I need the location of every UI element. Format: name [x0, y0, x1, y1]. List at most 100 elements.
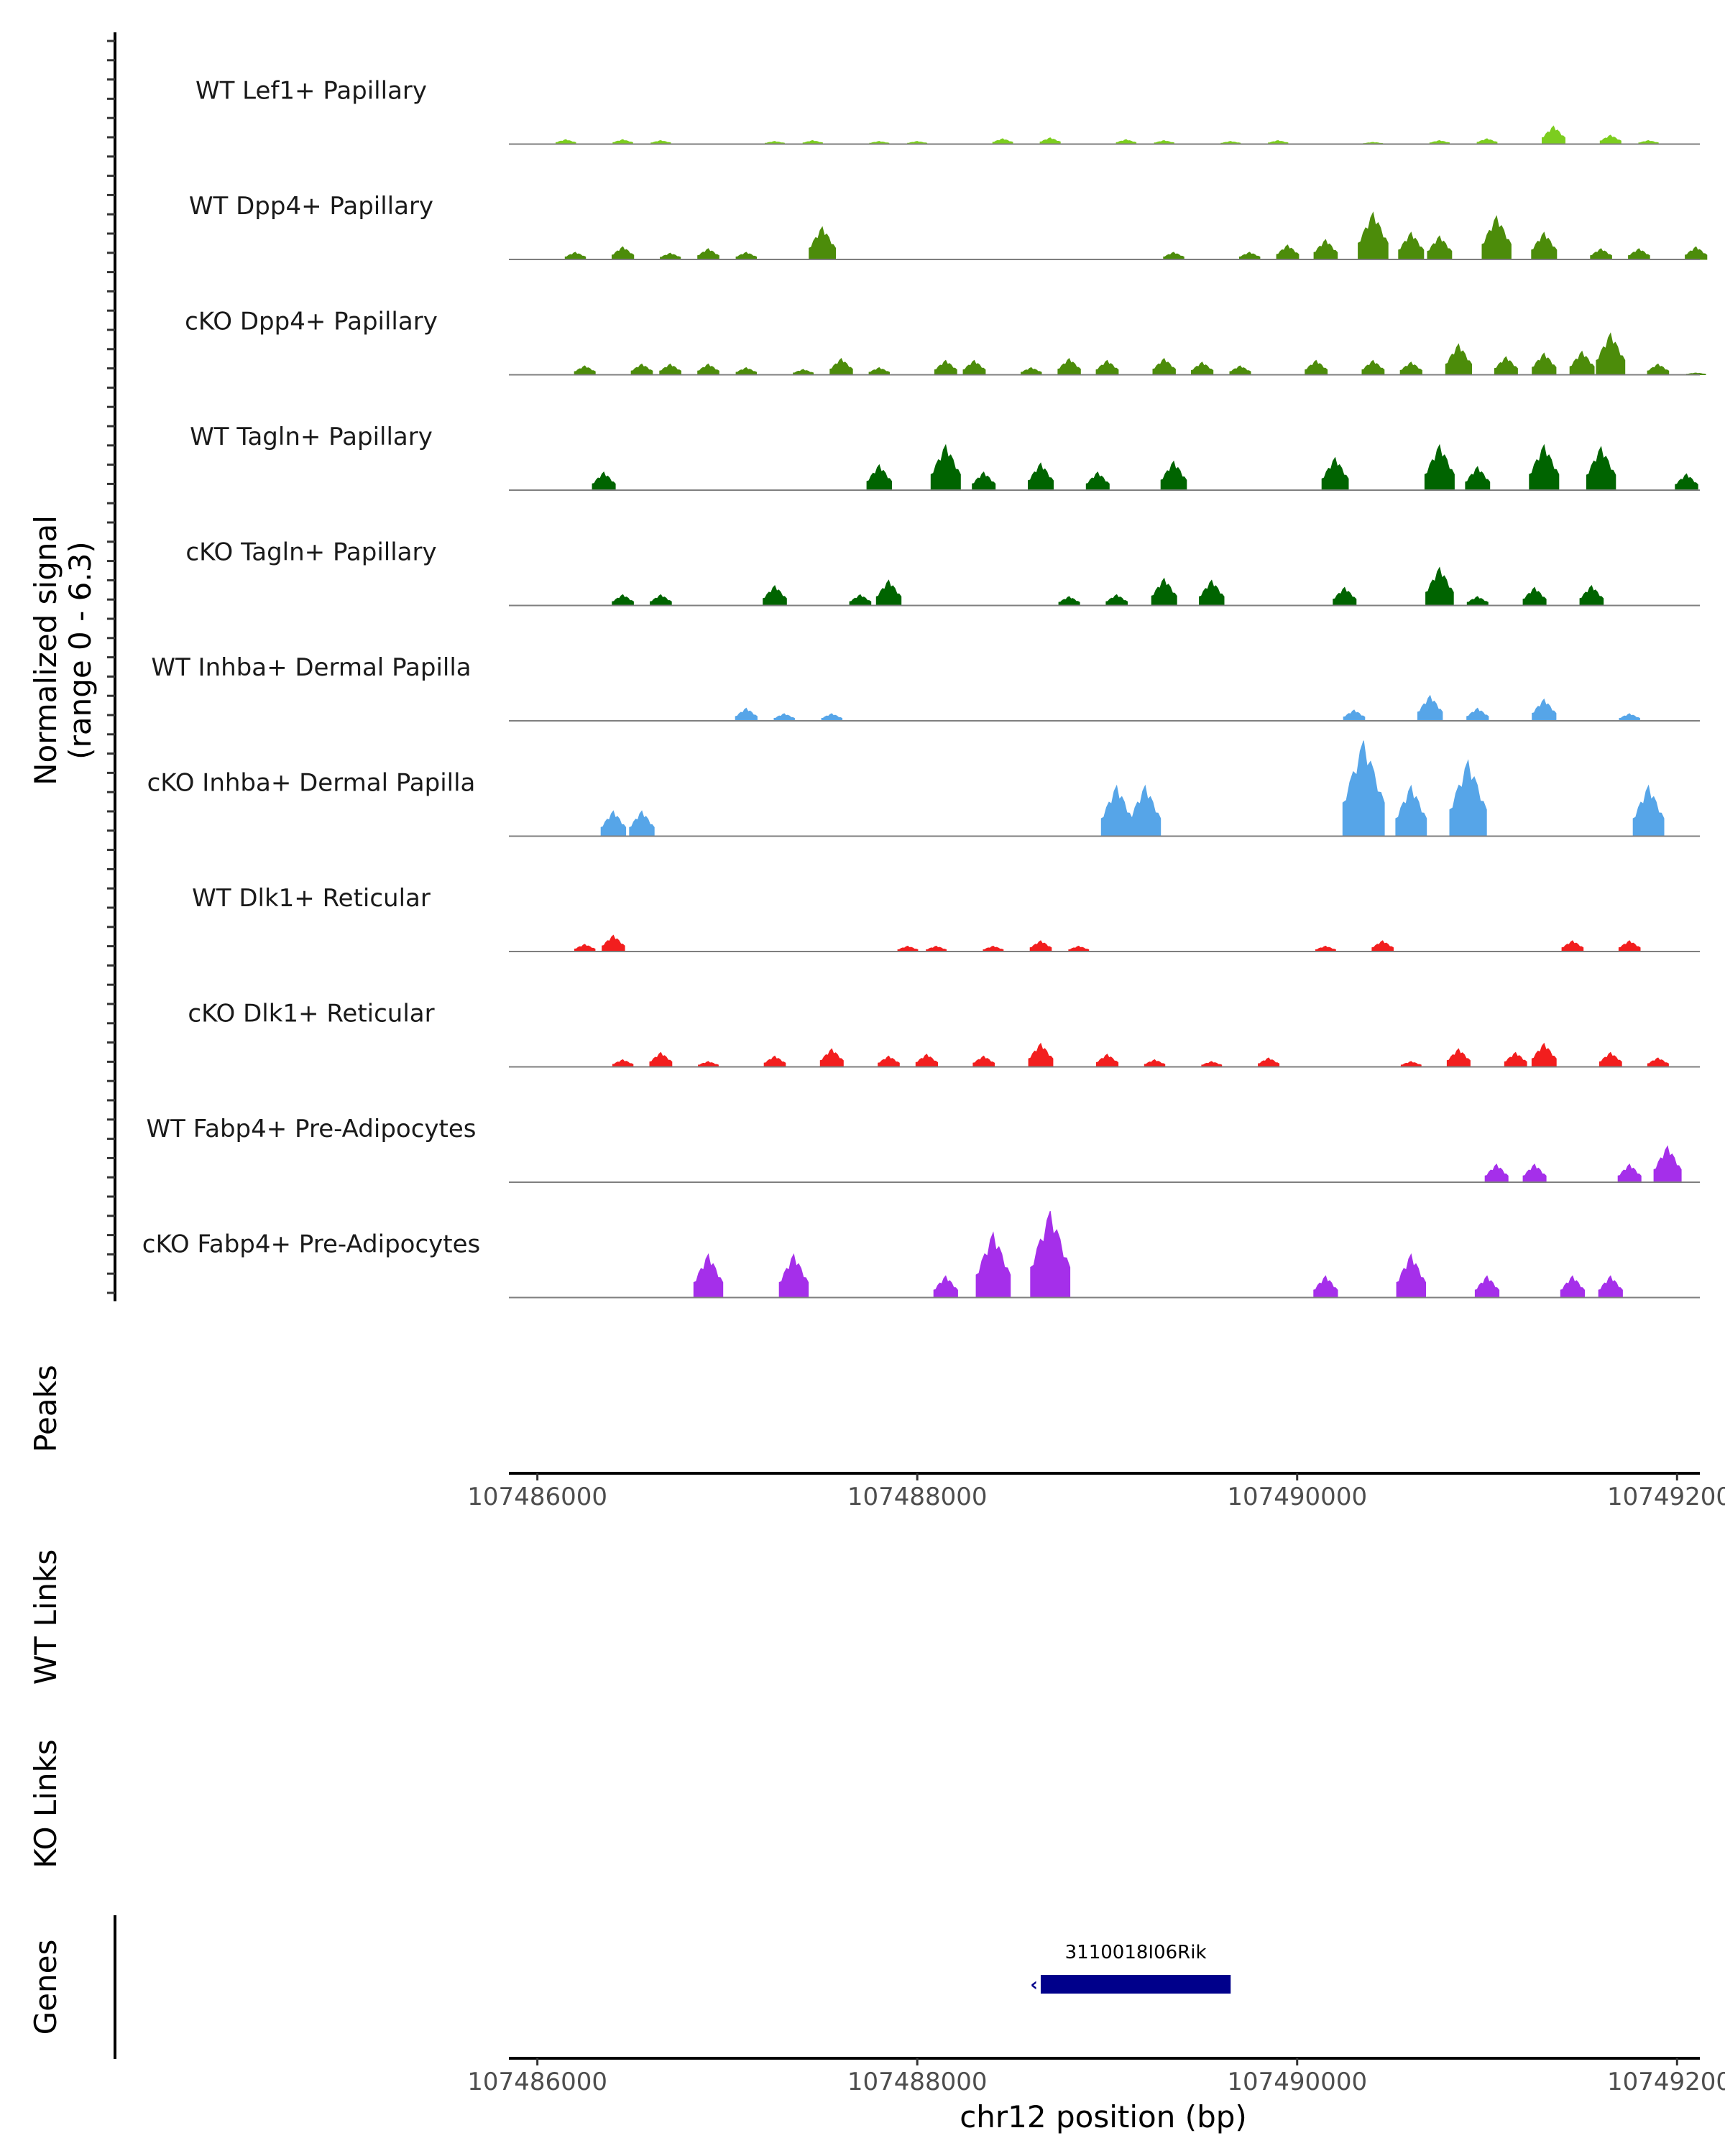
track-cko-fabp4-pre-adipocytes: cKO Fabp4+ Pre-Adipocytes	[142, 1210, 1700, 1299]
coverage-peak	[1424, 443, 1455, 491]
coverage-peak	[933, 1275, 958, 1298]
coverage-peak	[1191, 361, 1214, 375]
track-label: WT Tagln+ Papillary	[190, 423, 433, 451]
coverage-peak	[1586, 446, 1616, 491]
coverage-peak	[1618, 940, 1641, 952]
track-wt-dlk1-reticular: WT Dlk1+ Reticular	[192, 884, 1700, 952]
coverage-peak	[1529, 443, 1560, 491]
ko-links-track-label: KO Links	[28, 1739, 63, 1869]
signal-y-axis	[107, 32, 116, 1302]
coverage-peak	[697, 248, 719, 260]
coverage-peak	[693, 1253, 724, 1298]
coverage-peak	[1398, 231, 1425, 260]
coverage-peak	[972, 1055, 995, 1067]
coverage-peak	[1258, 1057, 1280, 1067]
x-tick-label: 107492000	[1607, 1483, 1725, 1511]
x-tick-label: 107488000	[847, 1483, 988, 1511]
coverage-peak	[612, 139, 633, 144]
coverage-peak	[1561, 940, 1584, 952]
coverage-peak	[630, 363, 653, 375]
coverage-peak	[1315, 945, 1336, 952]
x-axis-genes: 107486000 107488000 107490000 107492000	[467, 2057, 1725, 2096]
coverage-peak	[1417, 694, 1443, 722]
coverage-peak	[1465, 466, 1491, 491]
coverage-peak	[649, 1051, 673, 1067]
coverage-peak	[650, 594, 672, 606]
coverage-peak	[975, 1231, 1011, 1298]
y-axis-range-label: (range 0 - 6.3)	[63, 541, 98, 760]
track-cko-dlk1-reticular: cKO Dlk1+ Reticular	[188, 1000, 1700, 1068]
coverage-peak	[778, 1253, 809, 1298]
track-wt-dpp4-papillary: WT Dpp4+ Papillary	[189, 192, 1708, 260]
coverage-peak	[612, 1059, 634, 1067]
track-label: cKO Dlk1+ Reticular	[188, 1000, 434, 1028]
track-cko-dpp4-papillary: cKO Dpp4+ Papillary	[185, 308, 1706, 376]
coverage-peak	[650, 139, 671, 144]
coverage-peak	[1481, 215, 1512, 260]
coverage-peak	[735, 707, 758, 722]
coverage-peak	[600, 810, 627, 837]
coverage-tracks: WT Lef1+ Papillary WT Dpp4+ Papillary cKO …	[142, 77, 1708, 1299]
track-label: WT Inhba+ Dermal Papilla	[151, 653, 471, 682]
coverage-peak	[1598, 1051, 1622, 1067]
coverage-peak	[612, 246, 635, 260]
coverage-peak	[1590, 248, 1612, 260]
coverage-peak	[1152, 358, 1176, 375]
coverage-peak	[1675, 473, 1698, 491]
coverage-peak	[1400, 1061, 1422, 1067]
track-wt-fabp4-pre-adipocytes: WT Fabp4+ Pre-Adipocytes	[147, 1115, 1700, 1183]
coverage-peak	[1542, 125, 1565, 144]
track-label: WT Lef1+ Papillary	[196, 77, 427, 106]
coverage-peak	[629, 810, 655, 837]
coverage-peak	[1429, 139, 1450, 144]
coverage-peak	[802, 139, 823, 144]
coverage-peak	[1445, 343, 1472, 375]
coverage-peak	[1653, 1145, 1682, 1183]
coverage-peak	[1342, 740, 1385, 837]
coverage-peak	[564, 252, 586, 260]
coverage-peak	[1484, 1163, 1509, 1183]
track-wt-tagln-papillary: WT Tagln+ Papillary	[190, 423, 1700, 491]
coverage-peak	[1313, 239, 1338, 260]
coverage-peak	[1129, 784, 1162, 837]
coverage-peak	[809, 226, 836, 260]
track-label: WT Dpp4+ Papillary	[189, 192, 433, 221]
peaks-track-label: Peaks	[28, 1365, 63, 1452]
coverage-peak	[1474, 1275, 1500, 1298]
coverage-peak	[556, 139, 576, 144]
coverage-peak	[1619, 713, 1640, 722]
track-cko-tagln-papillary: cKO Tagln+ Papillary	[185, 538, 1700, 607]
track-label: cKO Tagln+ Papillary	[185, 538, 436, 567]
coverage-peak	[930, 443, 961, 491]
x-axis-title: chr12 position (bp)	[960, 2099, 1247, 2134]
coverage-peak	[1361, 359, 1385, 375]
x-tick-label: 107488000	[847, 2068, 988, 2096]
coverage-peak	[1446, 1048, 1471, 1067]
track-label: cKO Inhba+ Dermal Papilla	[147, 769, 476, 798]
coverage-peak	[1647, 1057, 1669, 1067]
coverage-peak	[1371, 940, 1394, 952]
coverage-peak	[868, 367, 890, 375]
coverage-peak	[763, 1055, 786, 1067]
track-label: WT Fabp4+ Pre-Adipocytes	[147, 1115, 477, 1143]
coverage-peak	[1579, 584, 1604, 606]
coverage-peak	[1163, 252, 1184, 260]
coverage-peak	[1028, 462, 1054, 491]
x-tick-label: 107490000	[1227, 2068, 1367, 2096]
coverage-peak	[592, 471, 616, 491]
coverage-peak	[1154, 139, 1174, 144]
coverage-peak	[602, 934, 625, 952]
gene-body	[1040, 1975, 1231, 1994]
coverage-peak	[1058, 596, 1080, 606]
coverage-peak	[1151, 577, 1177, 606]
coverage-peak	[1268, 139, 1289, 144]
coverage-peak	[1466, 596, 1489, 606]
coverage-peak	[983, 945, 1004, 952]
coverage-peak	[574, 365, 596, 375]
coverage-peak	[1396, 1253, 1426, 1298]
coverage-peak	[1068, 945, 1090, 952]
coverage-peak	[1522, 586, 1547, 606]
coverage-peak	[1239, 252, 1261, 260]
coverage-peak	[1569, 350, 1595, 375]
coverage-peak	[660, 252, 681, 260]
